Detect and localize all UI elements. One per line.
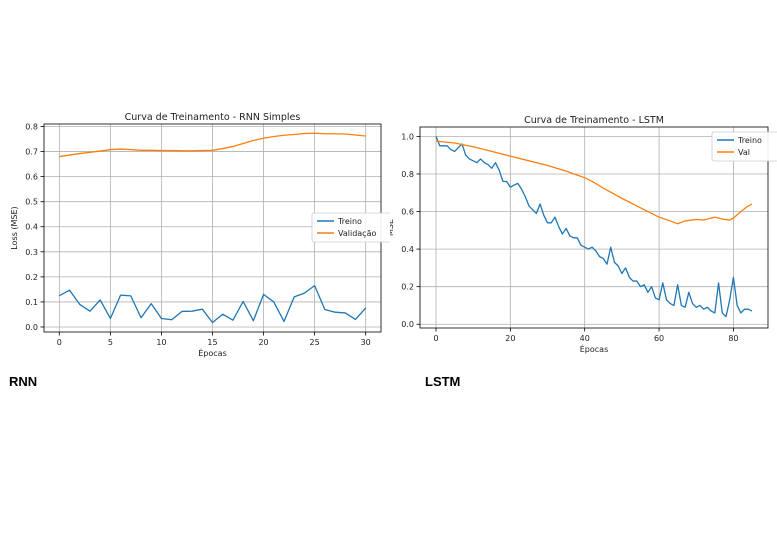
lstm-xtick-label: 40 <box>580 334 590 343</box>
lstm-legend-box <box>711 131 777 162</box>
rnn-legend: Treino Validação <box>311 212 390 243</box>
lstm-xtick-label: 60 <box>654 334 664 343</box>
lstm-ytick-label: 1.0 <box>401 132 414 141</box>
rnn-legend-label-0: Treino <box>337 217 362 226</box>
lstm-xtick-label: 0 <box>433 334 438 343</box>
rnn-ytick-label: 0.2 <box>25 273 38 282</box>
lstm-series-1-line <box>435 140 753 225</box>
lstm-legend-label-0: Treino <box>737 136 762 145</box>
rnn-xtick-label: 25 <box>310 338 320 347</box>
lstm-legend: Treino Val <box>711 131 777 162</box>
lstm-plot-frame <box>419 126 769 329</box>
lstm-ytick-label: 0.4 <box>401 245 414 254</box>
lstm-xtick-label: 80 <box>728 334 738 343</box>
rnn-ytick-label: 0.6 <box>25 173 38 182</box>
rnn-chart-title: Curva de Treinamento - RNN Simples <box>125 112 301 123</box>
rnn-xtick-label: 30 <box>361 338 371 347</box>
lstm-chart: 0 20 40 60 80 0.0 0.2 0.4 0.6 0.8 1.0 Curva de Trei… <box>390 115 777 354</box>
lstm-legend-label-1: Val <box>738 148 750 157</box>
rnn-series-0-line <box>59 284 367 324</box>
rnn-ytick-label: 0.1 <box>25 298 38 307</box>
rnn-x-axis-label: Épocas <box>198 347 227 358</box>
rnn-series-1-line <box>59 132 366 158</box>
rnn-y-axis-label: Loss (MSE) <box>10 206 19 249</box>
lstm-chart-title: Curva de Treinamento - LSTM <box>524 115 664 126</box>
lstm-y-axis-label: MSE <box>390 219 395 236</box>
rnn-xtick-label: 15 <box>207 338 217 347</box>
rnn-panel-label: RNN <box>9 374 38 389</box>
rnn-xtick-label: 0 <box>57 338 62 347</box>
lstm-series-0-line <box>435 136 753 318</box>
rnn-ytick-label: 0.7 <box>25 148 38 157</box>
rnn-ytick-label: 0.5 <box>25 198 38 207</box>
rnn-ytick-label: 0.0 <box>25 323 38 332</box>
lstm-ytick-label: 0.6 <box>401 208 414 217</box>
rnn-legend-label-1: Validação <box>338 229 376 238</box>
lstm-xtick-label: 20 <box>505 334 515 343</box>
rnn-ytick-label: 0.3 <box>25 248 38 257</box>
rnn-xtick-label: 5 <box>108 338 113 347</box>
lstm-ytick-label: 0.0 <box>401 320 414 329</box>
lstm-ytick-label: 0.2 <box>401 283 414 292</box>
rnn-ytick-label: 0.4 <box>25 223 38 232</box>
rnn-xtick-label: 10 <box>156 338 166 347</box>
rnn-ytick-label: 0.8 <box>25 123 38 132</box>
lstm-panel-label: LSTM <box>425 374 461 389</box>
lstm-ytick-label: 0.8 <box>401 170 414 179</box>
rnn-chart: 0 5 10 15 20 25 30 0.0 0.1 0.2 0.3 0.4 0.5 0.6 0.7 0.8 C… <box>10 112 390 358</box>
rnn-legend-box <box>311 212 390 243</box>
lstm-x-axis-label: Épocas <box>580 343 609 354</box>
rnn-xtick-label: 20 <box>258 338 268 347</box>
